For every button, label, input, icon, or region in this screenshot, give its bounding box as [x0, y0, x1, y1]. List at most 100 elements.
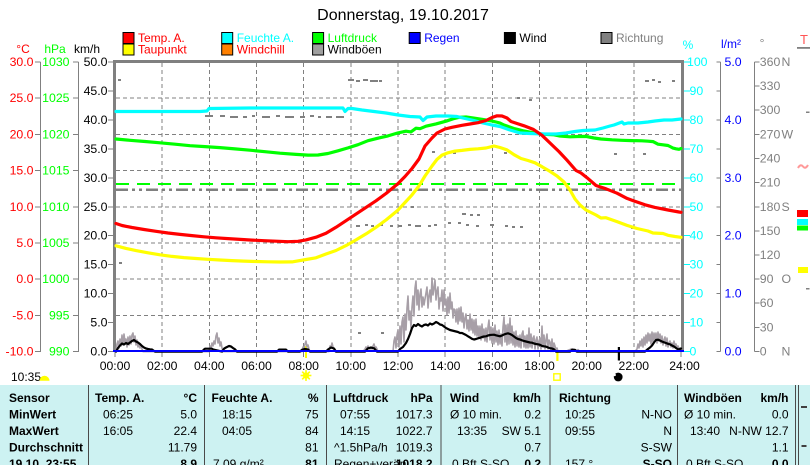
svg-text:24:00: 24:00 [669, 359, 700, 373]
svg-text:l/m²: l/m² [721, 37, 741, 51]
svg-text:22.4: 22.4 [174, 424, 198, 438]
svg-text:06:25: 06:25 [103, 408, 133, 422]
svg-text:45.0: 45.0 [84, 84, 108, 98]
svg-text:5.0: 5.0 [180, 408, 197, 422]
svg-text:19.10. 23:55: 19.10. 23:55 [9, 457, 77, 465]
svg-text:30.0: 30.0 [84, 171, 108, 185]
svg-text:MaxWert: MaxWert [9, 424, 59, 438]
svg-text:S: S [782, 200, 790, 214]
svg-text:90: 90 [690, 84, 704, 98]
svg-text:Feuchte A.: Feuchte A. [237, 31, 294, 45]
svg-text:hPa: hPa [44, 42, 66, 56]
svg-text:1015: 1015 [42, 164, 70, 178]
svg-text:10.0: 10.0 [84, 287, 108, 301]
svg-text:%: % [308, 391, 319, 405]
svg-text:1.1: 1.1 [772, 441, 789, 455]
svg-text:-5.0: -5.0 [12, 308, 33, 322]
svg-text:N: N [782, 345, 791, 359]
svg-text:S-SW: S-SW [641, 441, 673, 455]
svg-text:04:00: 04:00 [194, 359, 225, 373]
svg-text:Ø 10 min.: Ø 10 min. [450, 408, 502, 422]
svg-text:50.0: 50.0 [84, 55, 108, 69]
svg-text:14:00: 14:00 [430, 359, 461, 373]
svg-text:-10.0: -10.0 [5, 345, 33, 359]
svg-text:N: N [663, 424, 672, 438]
svg-text:4.0: 4.0 [725, 113, 742, 127]
svg-text:Taupunkt: Taupunkt [138, 43, 187, 57]
svg-text:5.0: 5.0 [90, 316, 107, 330]
svg-text:0.2: 0.2 [524, 408, 541, 422]
svg-text:11.79: 11.79 [168, 441, 197, 455]
svg-text:150: 150 [760, 224, 781, 238]
svg-text:15.0: 15.0 [10, 164, 34, 178]
svg-text:08:00: 08:00 [288, 359, 319, 373]
svg-text:300: 300 [760, 103, 781, 117]
svg-text:Durchschnitt: Durchschnitt [9, 441, 83, 455]
svg-text:30: 30 [690, 258, 704, 272]
svg-text:8.9: 8.9 [180, 457, 197, 465]
svg-text:13:40: 13:40 [690, 424, 720, 438]
svg-text:7.09 g/m²: 7.09 g/m² [213, 457, 264, 465]
svg-text:Donnerstag, 19.10.2017: Donnerstag, 19.10.2017 [317, 7, 489, 24]
svg-text:1.0: 1.0 [725, 287, 742, 301]
svg-text:18:15: 18:15 [222, 408, 252, 422]
svg-text:100: 100 [687, 55, 708, 69]
svg-text:°C: °C [184, 391, 198, 405]
svg-text:995: 995 [49, 308, 70, 322]
svg-text:Regen+verän: Regen+verän [334, 457, 406, 465]
svg-text:1018.2: 1018.2 [396, 457, 433, 465]
svg-text:84: 84 [305, 424, 319, 438]
svg-text:157 °: 157 ° [565, 457, 593, 465]
svg-text:10:35: 10:35 [11, 370, 41, 384]
svg-text:25.0: 25.0 [84, 200, 108, 214]
svg-text:1000: 1000 [42, 272, 70, 286]
svg-text:km/h: km/h [760, 391, 788, 405]
svg-text:30: 30 [760, 320, 774, 334]
svg-text:40: 40 [690, 229, 704, 243]
svg-text:0 Bft S-SO: 0 Bft S-SO [686, 457, 743, 465]
svg-text:W: W [782, 127, 794, 141]
svg-text:0.0: 0.0 [725, 345, 742, 359]
svg-text:Richtung: Richtung [616, 31, 663, 45]
svg-text:N-NW 12.7: N-NW 12.7 [729, 424, 789, 438]
svg-text:Windböen: Windböen [684, 391, 742, 405]
svg-text:1025: 1025 [42, 91, 70, 105]
svg-text:1017.3: 1017.3 [396, 408, 433, 422]
svg-text:hPa: hPa [410, 391, 432, 405]
svg-text:20: 20 [690, 287, 704, 301]
svg-text:02:00: 02:00 [147, 359, 178, 373]
svg-text:81: 81 [305, 457, 319, 465]
svg-text:Wind: Wind [450, 391, 479, 405]
svg-text:O: O [782, 272, 792, 286]
svg-text:25.0: 25.0 [10, 91, 34, 105]
svg-text:360: 360 [760, 55, 781, 69]
svg-text:10: 10 [690, 316, 704, 330]
svg-text:Feuchte A.: Feuchte A. [212, 391, 273, 405]
svg-text:Regen: Regen [424, 31, 459, 45]
svg-text:30.0: 30.0 [10, 55, 34, 69]
svg-text:16:05: 16:05 [103, 424, 133, 438]
svg-text:km/h: km/h [513, 391, 541, 405]
svg-text:5.0: 5.0 [725, 55, 742, 69]
svg-text:0 Bft S-SO: 0 Bft S-SO [452, 457, 509, 465]
svg-text:1020: 1020 [42, 127, 70, 141]
svg-text:Richtung: Richtung [559, 391, 611, 405]
svg-text:210: 210 [760, 176, 781, 190]
svg-text:75: 75 [305, 408, 319, 422]
svg-text:^1.5hPa/h: ^1.5hPa/h [334, 441, 388, 455]
svg-text:0.0: 0.0 [16, 272, 33, 286]
svg-text:Temp. A.: Temp. A. [138, 31, 185, 45]
svg-text:3.0: 3.0 [725, 171, 742, 185]
svg-text:°C: °C [16, 42, 30, 56]
svg-text:Luftdruck: Luftdruck [328, 31, 378, 45]
svg-text:10:00: 10:00 [336, 359, 367, 373]
svg-text:5.0: 5.0 [16, 236, 33, 250]
svg-text:0.0: 0.0 [772, 408, 789, 422]
svg-text:06:00: 06:00 [241, 359, 272, 373]
svg-text:04:05: 04:05 [222, 424, 252, 438]
svg-text:35.0: 35.0 [84, 142, 108, 156]
svg-text:12:00: 12:00 [383, 359, 414, 373]
svg-text:240: 240 [760, 152, 781, 166]
svg-text:15.0: 15.0 [84, 258, 108, 272]
svg-text:16:00: 16:00 [477, 359, 508, 373]
